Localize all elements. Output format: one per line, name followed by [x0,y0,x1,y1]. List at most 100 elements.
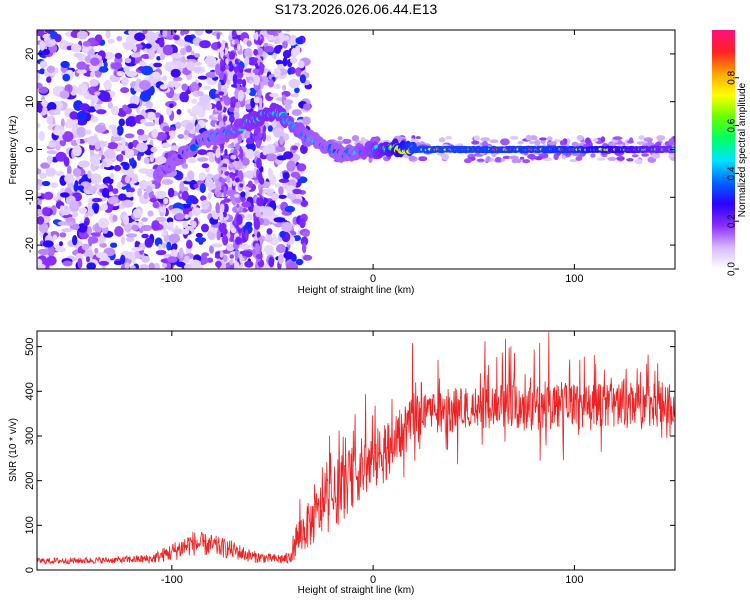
spectral-blob [638,135,645,141]
spectral-blob [183,255,190,263]
colorbar-tick-label: 0.4 [727,166,738,180]
spectral-blob [37,30,45,37]
spectral-blob [253,49,259,56]
spectral-blob [197,149,208,156]
spectral-blob [110,242,118,248]
spectral-blob [99,91,111,102]
spectral-blob [217,113,222,122]
spectral-blob [199,183,206,194]
spectral-blob [47,155,53,165]
spectral-blob [233,111,240,119]
spectral-blob [180,30,185,36]
spectral-blob [95,252,108,259]
spectral-blob [272,127,285,138]
snr-y-label: SNR (10 * v/v) [8,418,19,482]
spectral-blob [90,115,99,123]
spectral-blob [196,157,209,162]
spectral-blob [88,185,97,195]
spectral-blob [88,236,93,247]
spectral-blob [337,136,343,141]
spectral-blob [641,153,649,157]
spectral-blob [161,142,171,148]
spectral-blob [73,52,84,58]
spectral-blob [109,172,115,180]
spectral-blob [268,256,275,268]
spectral-blob [238,148,244,159]
spectral-blob [236,30,242,36]
spectral-blob [220,166,228,172]
y-tick-label: 20 [24,48,36,60]
spectral-blob [122,162,130,171]
spectrogram-image [37,30,675,269]
spectral-blob [192,66,202,73]
spectral-blob [60,60,70,69]
spectral-blob [254,31,259,41]
spectral-blob [569,159,578,163]
spectral-blob [107,196,119,205]
spectral-blob [136,128,145,136]
y-tick-label: 0 [24,567,36,573]
spectral-blob [234,58,239,65]
spectral-blob [84,249,94,259]
spectral-blob [37,248,50,256]
x-tick-label: 0 [370,574,376,586]
spectral-blob [110,62,123,70]
spectral-blob [144,43,152,49]
spectral-blob [575,156,583,162]
spectral-blob [223,96,231,106]
spectral-blob [438,137,446,143]
spectral-blob [265,144,276,155]
spectral-blob [259,61,263,70]
spectral-blob [190,197,199,205]
spectral-blob [138,168,150,174]
spectral-blob [53,108,61,116]
spectral-blob [502,155,511,159]
y-tick-label: -10 [24,189,36,205]
spectral-blob [576,134,584,141]
spectral-blob [118,193,127,201]
x-tick-label: -100 [161,273,183,285]
spectral-blob [153,262,161,269]
spectral-blob [278,194,287,199]
spectral-blob [121,199,134,208]
spectral-blob [286,261,299,269]
spectral-blob [600,136,606,143]
spectral-blob [164,30,176,41]
spectral-blob [59,241,63,247]
spectral-blob [239,183,244,188]
spectral-blob [534,156,544,161]
spectral-blob [237,65,243,70]
spectral-blob [141,255,150,263]
spectral-blob [257,89,262,98]
spectral-blob [225,58,229,65]
spectral-blob [282,50,292,59]
spectral-blob [116,125,124,136]
spectral-blob [170,208,183,215]
spectral-blob [185,45,192,53]
spectral-blob [207,63,217,68]
spectral-blob [275,243,286,254]
spectral-blob [75,139,81,144]
spectral-blob [170,68,181,78]
spectral-blob [40,162,50,169]
spectral-blob [303,103,311,111]
spectral-blob [154,190,167,199]
y-tick-label: 400 [24,382,36,400]
spectral-blob [117,154,124,162]
spectral-blob [231,174,235,182]
spectral-blob [37,216,45,225]
spectral-blob [265,35,277,41]
spectral-blob [215,202,220,214]
spectral-blob [38,222,49,234]
spectral-blob [148,49,156,60]
spectral-blob [151,220,160,231]
spectral-blob [219,251,224,258]
spectral-blob [166,241,172,251]
spectral-blob [290,93,299,98]
spectral-blob [118,118,126,127]
spectral-blob [476,158,485,162]
spectral-blob [222,235,229,246]
spectral-blob [42,48,50,56]
spectral-blob [148,262,155,269]
spectral-blob [107,142,119,150]
